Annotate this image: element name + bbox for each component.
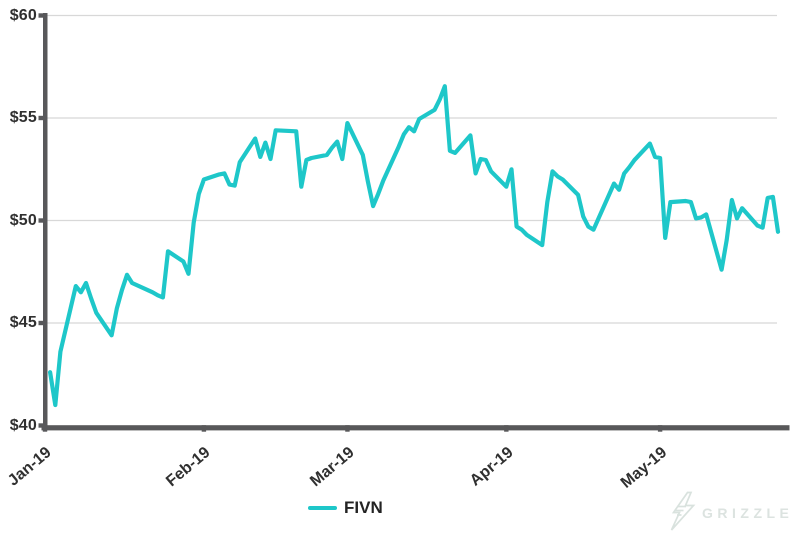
x-axis-tick	[42, 425, 48, 432]
x-axis-tick	[345, 425, 350, 432]
x-axis-tick	[657, 425, 663, 432]
y-axis-tick	[38, 320, 48, 326]
y-axis-label: $45	[9, 314, 37, 331]
y-axis-label: $55	[9, 109, 37, 126]
x-axis-line	[41, 425, 790, 431]
lightning-bolt-icon	[670, 491, 696, 531]
y-axis-tick	[38, 13, 48, 18]
x-axis-tick	[504, 425, 509, 432]
legend-label-fivn: FIVN	[344, 498, 383, 517]
y-axis-label: $60	[9, 6, 37, 24]
y-axis-tick	[38, 115, 48, 121]
grizzle-logo: GRIZZLE	[664, 489, 800, 534]
legend: FIVN	[308, 498, 383, 518]
y-axis-tick	[38, 218, 48, 223]
grizzle-wordmark: GRIZZLE	[702, 505, 794, 521]
fivn-price-line	[47, 84, 781, 408]
y-axis-label: $40	[9, 416, 37, 434]
y-axis-label: $50	[9, 211, 37, 229]
x-axis-tick	[201, 425, 207, 432]
legend-line-swatch	[308, 505, 337, 511]
